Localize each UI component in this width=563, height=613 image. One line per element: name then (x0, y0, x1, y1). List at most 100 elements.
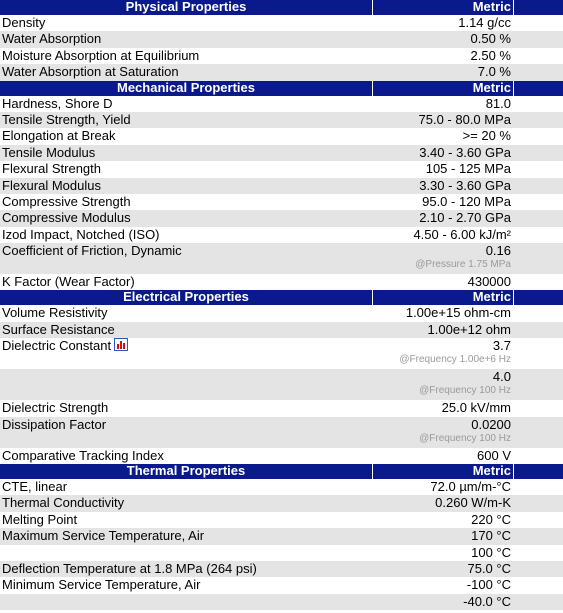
property-name: Comparative Tracking Index (2, 447, 164, 463)
property-row: Dielectric Constant 3.7 @Frequency 1.00e+6… (0, 338, 563, 369)
property-name: CTE, linear (2, 479, 68, 495)
property-row: Flexural Strength 105 - 125 MPa (0, 161, 563, 177)
property-row: Maximum Service Temperature, Air 170 °C (0, 528, 563, 545)
property-row: Melting Point 220 °C (0, 512, 563, 528)
property-value: 0.0200 (471, 416, 511, 432)
property-name: Dielectric Strength (2, 400, 109, 416)
property-name: Hardness, Shore D (2, 95, 113, 111)
property-value: 3.7 (492, 338, 511, 354)
property-name: Density (2, 15, 46, 30)
property-row: Minimum Service Temperature, Air -100 °C (0, 577, 563, 593)
property-name: Tensile Strength, Yield (2, 111, 131, 127)
property-value: 105 - 125 MPa (425, 161, 511, 177)
property-name: Minimum Service Temperature, Air (2, 577, 201, 593)
property-value: 75.0 °C (467, 560, 511, 576)
property-name: Compressive Strength (2, 193, 131, 209)
section-header: Thermal Properties Metric (0, 464, 563, 480)
property-value: 1.00e+15 ohm-cm (405, 305, 511, 321)
property-name: Compressive Modulus (2, 210, 131, 226)
property-value: 1.00e+12 ohm (427, 321, 511, 337)
property-name: Tensile Modulus (2, 144, 96, 160)
property-row: Flexural Modulus 3.30 - 3.60 GPa (0, 177, 563, 194)
property-name: Flexural Strength (2, 161, 101, 177)
property-row: 100 °C (0, 545, 563, 561)
property-value: >= 20 % (462, 128, 511, 144)
property-value: 7.0 % (477, 64, 511, 80)
property-name: Water Absorption (2, 31, 102, 47)
property-value: -40.0 °C (463, 593, 511, 609)
property-value: 430000 (467, 274, 511, 290)
property-value: 0.50 % (470, 31, 511, 47)
property-name: Deflection Temperature at 1.8 MPa (264 p… (2, 560, 257, 576)
property-name: Thermal Conductivity (2, 495, 125, 511)
header-spacer (513, 290, 563, 306)
property-row: Thermal Conductivity 0.260 W/m-K (0, 495, 563, 512)
property-value: 220 °C (471, 511, 511, 527)
property-value: 72.0 µm/m-°C (430, 479, 511, 495)
property-row: Elongation at Break >= 20 % (0, 128, 563, 144)
property-name: Dissipation Factor (2, 416, 107, 432)
property-row: Dissipation Factor 0.0200 @Frequency 100 H… (0, 416, 563, 448)
property-value: 75.0 - 80.0 MPa (418, 111, 512, 127)
property-row: Density 1.14 g/cc (0, 15, 563, 31)
property-name: Elongation at Break (2, 128, 116, 144)
property-value: 2.10 - 2.70 GPa (419, 210, 511, 226)
property-row: Tensile Modulus 3.40 - 3.60 GPa (0, 144, 563, 162)
property-name: Maximum Service Temperature, Air (2, 528, 205, 544)
section-title: Electrical Properties (0, 290, 372, 306)
property-row: 4.0 @Frequency 100 Hz (0, 369, 563, 401)
property-value: 3.40 - 3.60 GPa (419, 144, 511, 160)
condition-note: @Frequency 100 Hz (419, 385, 511, 397)
property-row: Deflection Temperature at 1.8 MPa (264 p… (0, 560, 563, 578)
property-name: Volume Resistivity (2, 305, 108, 321)
property-name: K Factor (Wear Factor) (2, 274, 135, 290)
property-row: Coefficient of Friction, Dynamic 0.16 @Pre… (0, 243, 563, 275)
section-header: Electrical Properties Metric (0, 290, 563, 306)
property-row: Compressive Modulus 2.10 - 2.70 GPa (0, 210, 563, 227)
property-name: Melting Point (2, 511, 78, 527)
condition-note: @Pressure 1.75 MPa (415, 259, 511, 271)
property-value: -100 °C (466, 577, 511, 593)
property-row: Comparative Tracking Index 600 V (0, 448, 563, 464)
property-row: Moisture Absorption at Equilibrium 2.50 % (0, 48, 563, 64)
section-header: Mechanical Properties Metric (0, 80, 563, 96)
property-value: 0.260 W/m-K (435, 495, 511, 511)
section-header: Physical Properties Metric (0, 0, 563, 15)
property-row: Surface Resistance 1.00e+12 ohm (0, 321, 563, 339)
property-value: 170 °C (471, 528, 511, 544)
property-name: Dielectric Constant (2, 338, 112, 354)
property-value: 4.50 - 6.00 kJ/m² (413, 226, 511, 242)
property-value: 81.0 (485, 95, 511, 111)
property-name: Izod Impact, Notched (ISO) (2, 226, 160, 242)
property-row: CTE, linear 72.0 µm/m-°C (0, 479, 563, 495)
property-value: 600 V (477, 447, 511, 463)
property-value: 0.16 (485, 243, 511, 259)
condition-note: @Frequency 1.00e+6 Hz (399, 354, 511, 366)
property-row: Compressive Strength 95.0 - 120 MPa (0, 194, 563, 210)
unit-column-header: Metric (372, 0, 513, 15)
property-name: Moisture Absorption at Equilibrium (2, 47, 200, 63)
unit-column-header: Metric (372, 464, 513, 480)
property-value: 95.0 - 120 MPa (422, 193, 511, 209)
property-row: -40.0 °C (0, 593, 563, 611)
property-value: 1.14 g/cc (458, 15, 511, 30)
property-row: Izod Impact, Notched (ISO) 4.50 - 6.00 kJ… (0, 227, 563, 243)
property-row: Tensile Strength, Yield 75.0 - 80.0 MPa (0, 111, 563, 129)
property-name: Flexural Modulus (2, 177, 101, 193)
chart-icon[interactable] (114, 338, 129, 352)
property-value: 25.0 kV/mm (441, 400, 511, 416)
header-spacer (513, 80, 563, 96)
property-value: 100 °C (471, 544, 511, 560)
section-title: Physical Properties (0, 0, 372, 15)
property-value: 3.30 - 3.60 GPa (419, 177, 511, 193)
property-name: Water Absorption at Saturation (2, 64, 179, 80)
unit-column-header: Metric (372, 80, 513, 96)
property-name: Coefficient of Friction, Dynamic (2, 243, 182, 259)
property-value: 4.0 (492, 369, 511, 385)
property-row: Water Absorption at Saturation 7.0 % (0, 64, 563, 81)
unit-column-header: Metric (372, 290, 513, 306)
condition-note: @Frequency 100 Hz (419, 432, 511, 444)
property-name: Surface Resistance (2, 321, 115, 337)
property-value: 2.50 % (470, 47, 511, 63)
